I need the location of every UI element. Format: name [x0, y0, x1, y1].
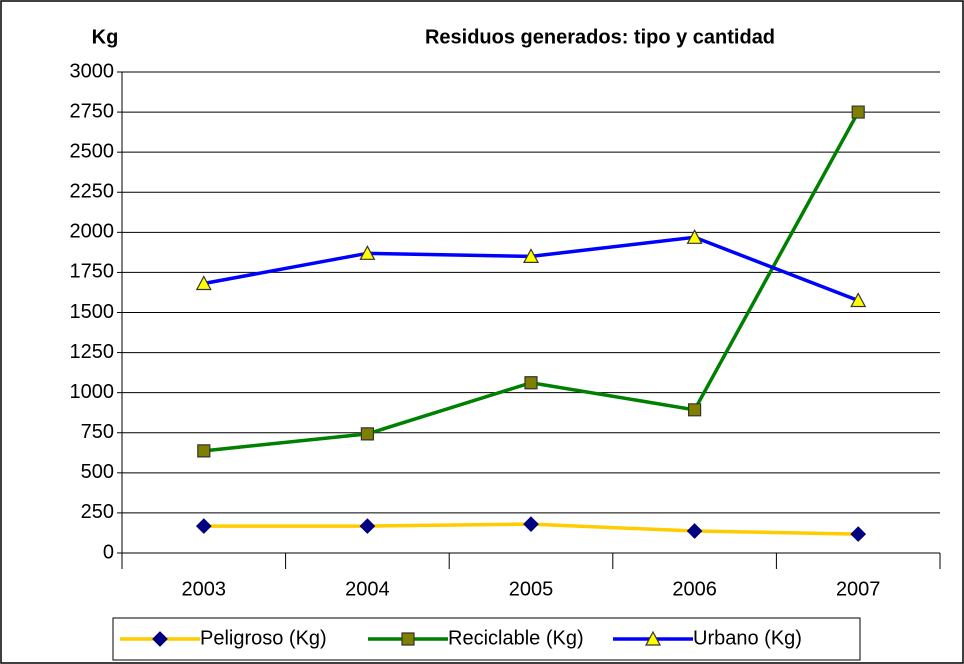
y-tick-label: 1500	[70, 301, 115, 323]
data-marker	[850, 292, 867, 308]
y-tick-label: 2750	[70, 100, 115, 122]
legend-marker	[644, 630, 662, 646]
y-tick-label: 2250	[70, 181, 115, 203]
legend-label: Urbano (Kg)	[693, 627, 802, 649]
data-marker	[524, 376, 538, 390]
y-axis-label: Kg	[92, 26, 119, 48]
y-tick-label: 2000	[70, 221, 115, 243]
data-marker	[359, 245, 376, 260]
data-marker	[197, 444, 211, 458]
data-marker	[686, 229, 703, 244]
y-tick-label: 250	[81, 501, 114, 523]
data-marker	[687, 403, 702, 417]
data-marker	[195, 275, 212, 291]
x-tick-label: 2003	[182, 578, 227, 600]
data-marker	[523, 516, 539, 532]
x-tick-label: 2005	[509, 578, 554, 600]
y-tick-label: 1250	[70, 341, 115, 363]
legend-marker	[152, 631, 168, 647]
legend-label: Peligroso (Kg)	[200, 627, 327, 649]
y-tick-label: 1000	[70, 381, 115, 403]
chart-title: Residuos generados: tipo y cantidad	[425, 26, 775, 48]
x-tick-label: 2004	[345, 578, 390, 600]
x-tick-label: 2007	[836, 578, 881, 600]
x-tick-label: 2006	[672, 578, 717, 600]
data-marker	[851, 105, 865, 119]
legend-label: Reciclable (Kg)	[448, 627, 584, 649]
data-marker	[686, 523, 703, 539]
y-tick-label: 1750	[70, 261, 115, 283]
y-tick-label: 3000	[70, 60, 115, 82]
data-marker	[522, 248, 540, 263]
data-marker	[850, 526, 867, 542]
data-marker	[360, 427, 374, 441]
data-marker	[359, 518, 376, 534]
legend-marker	[401, 632, 415, 646]
y-tick-label: 750	[81, 421, 114, 443]
y-tick-label: 2500	[70, 140, 115, 162]
y-tick-label: 0	[103, 541, 114, 563]
y-tick-label: 500	[81, 461, 114, 483]
data-marker	[195, 518, 212, 534]
legend-box	[112, 617, 861, 661]
